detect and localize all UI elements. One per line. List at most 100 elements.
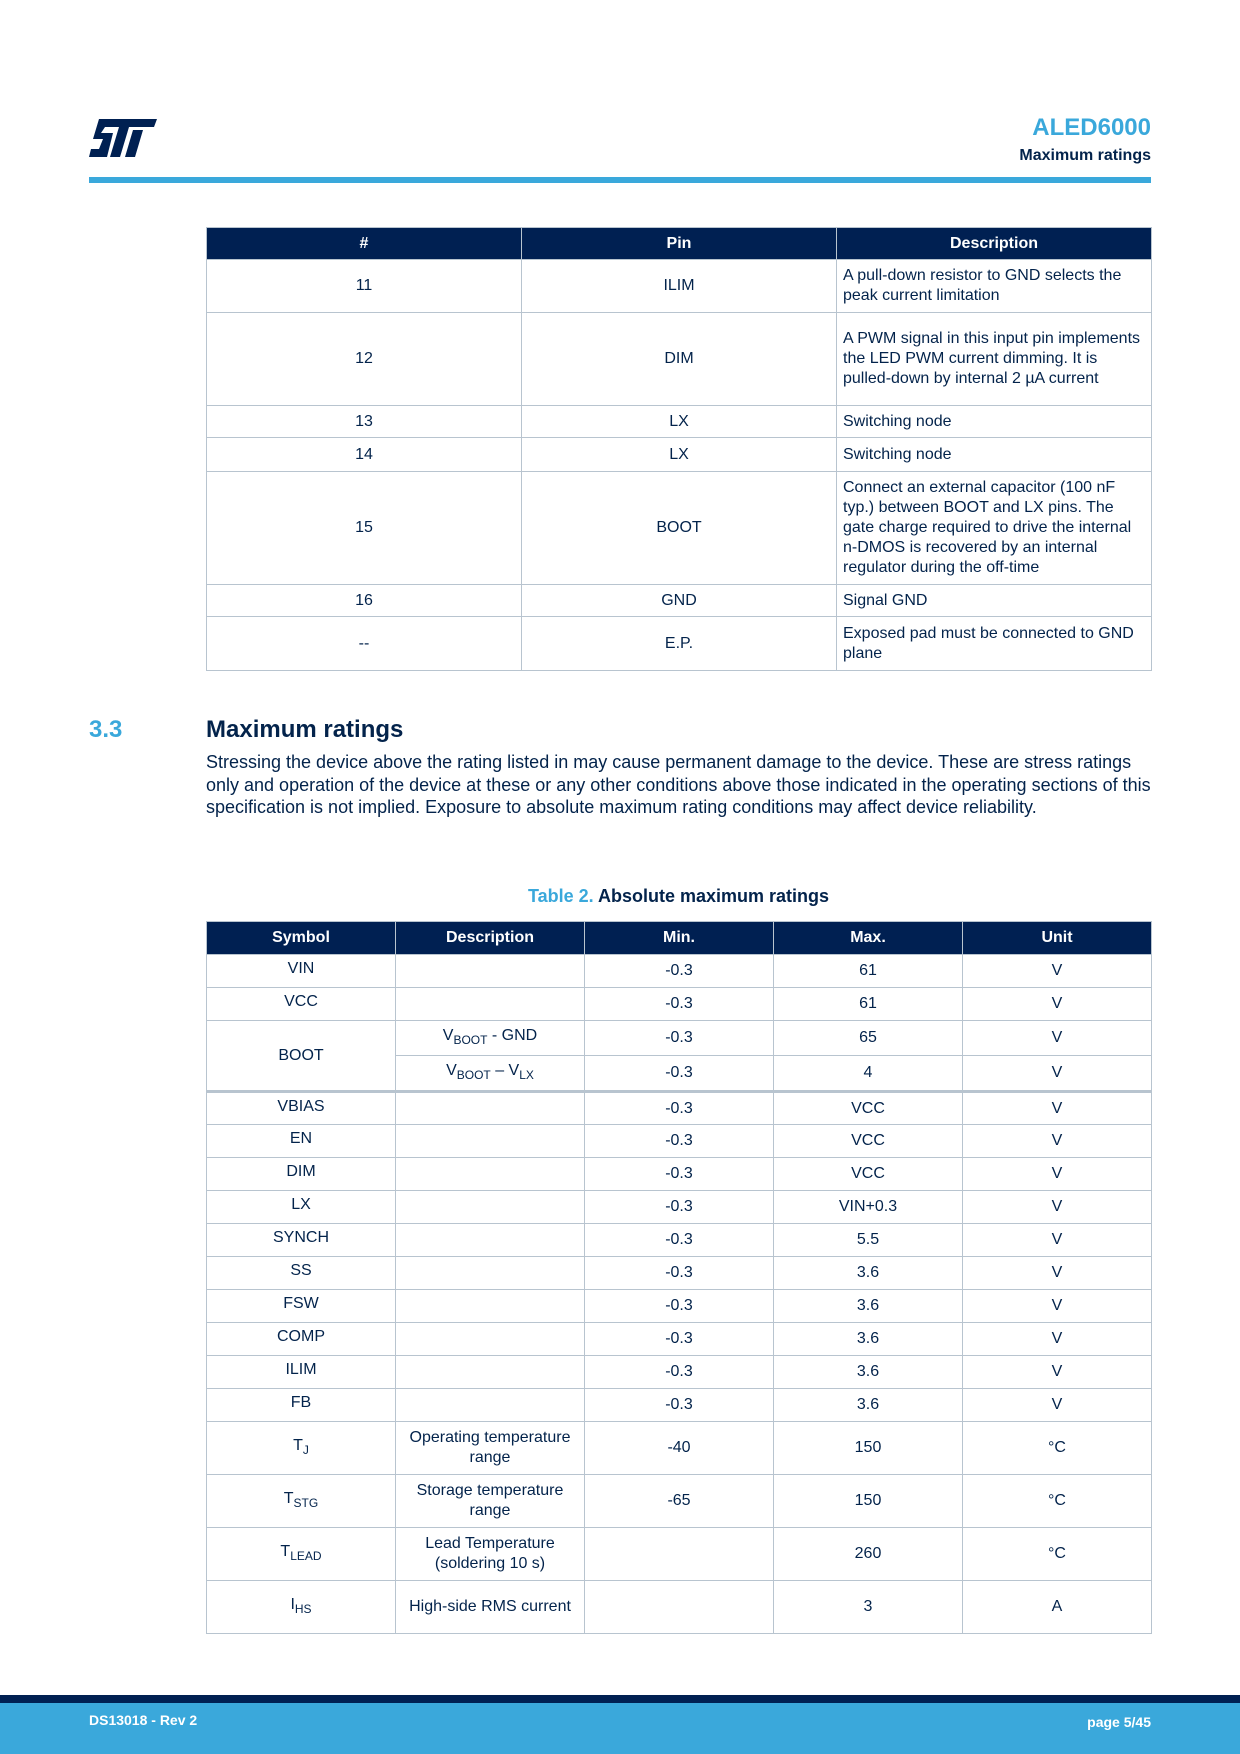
symbol-subscript: J [302, 1443, 309, 1457]
table-cell: V [962, 1157, 1152, 1191]
symbol: FB [290, 1394, 312, 1411]
table-cell [395, 987, 585, 1021]
symbol: DIM [286, 1163, 316, 1180]
table-row: FSW -0.3 3.6 V [206, 1289, 1152, 1323]
table-cell [395, 1256, 585, 1290]
table-row: IHS High-side RMS current 3 A [206, 1580, 1152, 1634]
table-cell [395, 1289, 585, 1323]
document-revision: DS13018 - Rev 2 [89, 1712, 198, 1728]
table-row: ILIM -0.3 3.6 V [206, 1355, 1152, 1389]
page-number: page 5/45 [1087, 1714, 1151, 1730]
symbol: I [290, 1596, 295, 1613]
table-cell: -0.3 [584, 987, 774, 1021]
table-cell: TSTG [206, 1474, 396, 1528]
table-cell: -0.3 [584, 1289, 774, 1323]
table-cell: -0.3 [584, 954, 774, 988]
symbol: SYNCH [272, 1229, 329, 1246]
table-cell: 3.6 [773, 1322, 963, 1356]
table-cell: Lead Temperature (soldering 10 s) [395, 1527, 585, 1581]
symbol: LX [291, 1196, 311, 1213]
table-cell: V [962, 1289, 1152, 1323]
table-cell: V [962, 954, 1152, 988]
table-row: LX -0.3 VIN+0.3 V [206, 1190, 1152, 1224]
table-row: TSTG Storage temperature range -65 150 °C [206, 1474, 1152, 1528]
table-cell: V [962, 1055, 1152, 1092]
column-header: Unit [962, 921, 1152, 955]
table-cell: A PWM signal in this input pin implement… [836, 312, 1152, 406]
table-cell: V [962, 1355, 1152, 1389]
description-part: V [446, 1062, 457, 1079]
table-cell: COMP [206, 1322, 396, 1356]
table-cell: VBIAS [206, 1091, 396, 1125]
symbol: T [293, 1437, 303, 1454]
footer: DS13018 - Rev 2 page 5/45 [0, 1703, 1240, 1754]
table-cell: TJ [206, 1421, 396, 1475]
table-cell: ILIM [206, 1355, 396, 1389]
table-cell: V [962, 1020, 1152, 1056]
table-cell: 260 [773, 1527, 963, 1581]
symbol: ILIM [285, 1361, 317, 1378]
table-cell: V [962, 1091, 1152, 1125]
column-header: # [206, 227, 522, 260]
table-cell: -0.3 [584, 1091, 774, 1125]
table-cell [395, 1223, 585, 1257]
table-cell: BOOT [206, 1020, 396, 1092]
table-cell: °C [962, 1527, 1152, 1581]
section-paragraph: Stressing the device above the rating li… [206, 752, 1151, 817]
table-row: VIN -0.3 61 V [206, 954, 1152, 988]
symbol-subscript: STG [293, 1496, 319, 1510]
table-cell: Storage temperature range [395, 1474, 585, 1528]
table-cell: FSW [206, 1289, 396, 1323]
table-cell: VCC [206, 987, 396, 1021]
table-cell: -0.3 [584, 1355, 774, 1389]
table-cell: EN [206, 1124, 396, 1158]
table-row: SYNCH -0.3 5.5 V [206, 1223, 1152, 1257]
table-cell: 61 [773, 954, 963, 988]
description-part: – V [490, 1062, 520, 1079]
table-cell: VCC [773, 1124, 963, 1158]
description-part: V [442, 1027, 454, 1044]
table-cell: LX [521, 437, 837, 472]
symbol-subscript: LEAD [290, 1549, 322, 1563]
table-cell: VCC [773, 1091, 963, 1125]
table-cell: 13 [206, 405, 522, 438]
table-cell: V [962, 987, 1152, 1021]
table-cell: -0.3 [584, 1322, 774, 1356]
table-cell: 3 [773, 1580, 963, 1634]
table-cell: -0.3 [584, 1190, 774, 1224]
table-cell: SYNCH [206, 1223, 396, 1257]
table-cell: BOOT [521, 471, 837, 585]
section-header: Maximum ratings [1019, 147, 1151, 164]
table-row: TJ Operating temperature range -40 150 °C [206, 1421, 1152, 1475]
table-cell: -40 [584, 1421, 774, 1475]
table-cell: LX [521, 405, 837, 438]
table-cell [395, 1322, 585, 1356]
table-cell: 12 [206, 312, 522, 406]
table-cell: -0.3 [584, 1223, 774, 1257]
table-row: BOOT VBOOT - GND -0.3 65 V [206, 1020, 1152, 1092]
pin-description-table: # Pin Description 11 ILIM A pull-down resi… [206, 227, 1152, 671]
symbol: T [280, 1543, 291, 1560]
table-cell: VBOOT – VLX [395, 1055, 585, 1092]
column-header: Min. [584, 921, 774, 955]
table-cell: VIN+0.3 [773, 1190, 963, 1224]
table-cell: °C [962, 1474, 1152, 1528]
table-cell [395, 1190, 585, 1224]
table-row: 11 ILIM A pull-down resistor to GND select… [206, 259, 1152, 313]
table-cell: LX [206, 1190, 396, 1224]
section-title: Maximum ratings [206, 716, 404, 743]
table-cell: Signal GND [836, 584, 1152, 617]
table-cell: A [962, 1580, 1152, 1634]
table-cell: High-side RMS current [395, 1580, 585, 1634]
table-cell: V [962, 1124, 1152, 1158]
table-cell: VCC [773, 1157, 963, 1191]
table-cell: 5.5 [773, 1223, 963, 1257]
table-cell: 14 [206, 437, 522, 472]
table-row: VCC -0.3 61 V [206, 987, 1152, 1021]
symbol: VIN [287, 960, 315, 977]
table-cell: 3.6 [773, 1388, 963, 1422]
table-cell: Operating temperature range [395, 1421, 585, 1475]
table-cell: -0.3 [584, 1020, 774, 1056]
table-row: FB -0.3 3.6 V [206, 1388, 1152, 1422]
table-cell [395, 1091, 585, 1125]
